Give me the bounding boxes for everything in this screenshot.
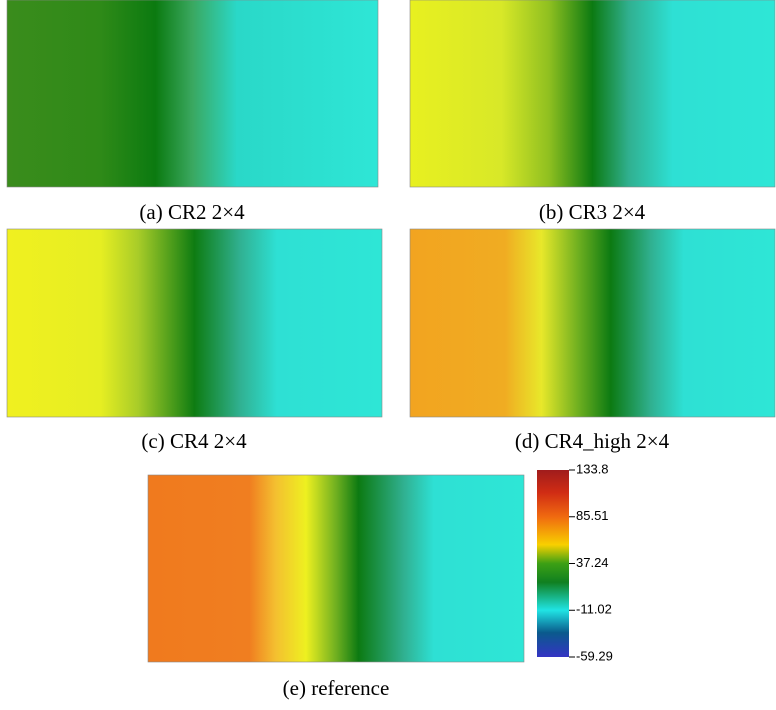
caption: (c) CR4 2×4: [141, 429, 247, 453]
caption: (d) CR4_high 2×4: [515, 429, 670, 453]
caption: (b) CR3 2×4: [539, 200, 646, 224]
colorbar-ticks: 133.8 85.51 37.24 -11.02 -59.29: [569, 461, 613, 663]
field-plot: [6, 0, 379, 188]
caption: (a) CR2 2×4: [139, 200, 245, 224]
field-plot: [147, 474, 525, 663]
field-plot: [409, 0, 776, 188]
colorbar-tick-label: 133.8: [576, 461, 609, 476]
colorbar: [537, 470, 569, 657]
field-plot: [409, 228, 776, 418]
colorbar-tick-label: -11.02: [576, 602, 612, 617]
colorbar-tick-label: 37.24: [576, 555, 609, 570]
colorbar-tick-label: -59.29: [576, 648, 613, 663]
field-plot: [6, 228, 383, 418]
caption: (e) reference: [283, 676, 390, 700]
colorbar-tick-label: 85.51: [576, 508, 609, 523]
